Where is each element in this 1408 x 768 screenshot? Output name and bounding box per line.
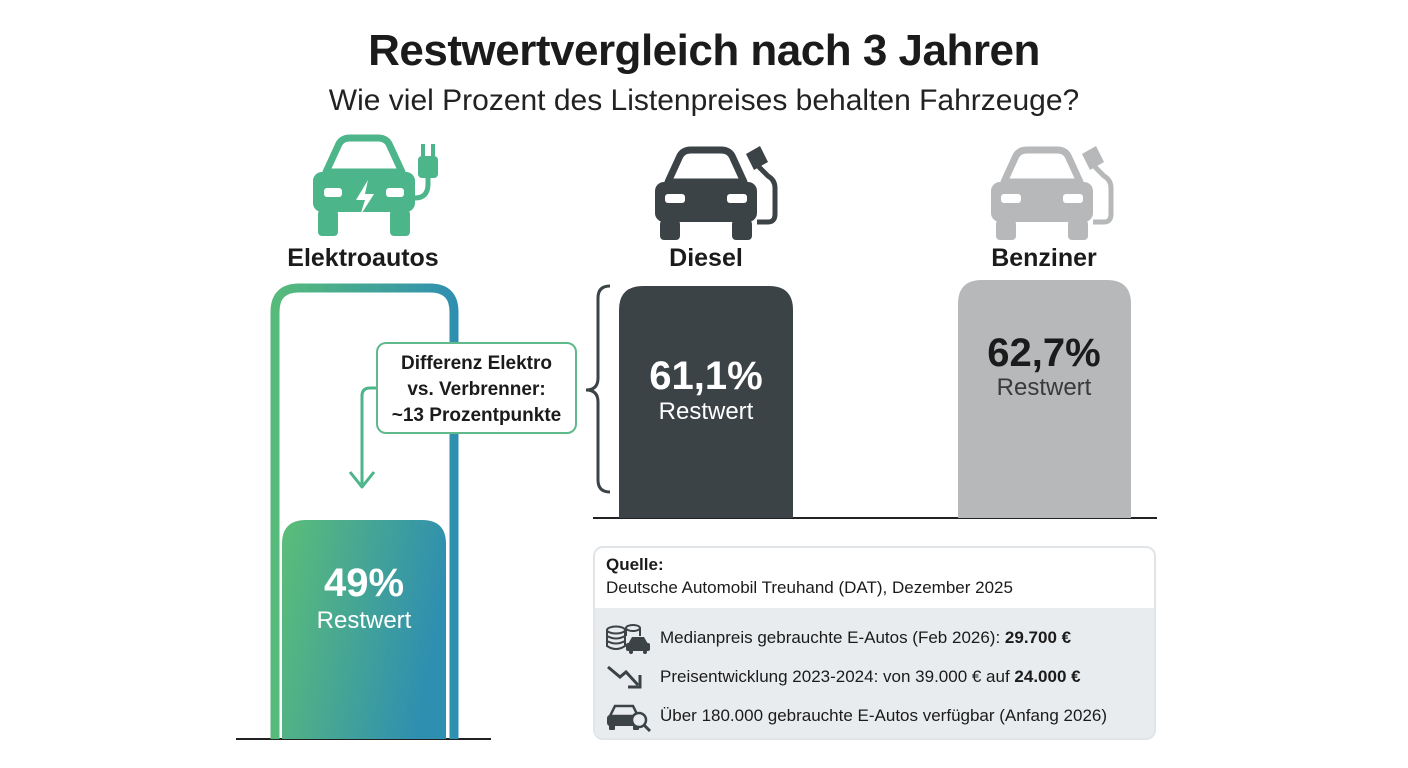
callout-line-1: Differenz Elektro bbox=[401, 353, 552, 374]
source-info-box: Quelle: Deutsche Automobil Treuhand (DAT… bbox=[593, 546, 1156, 740]
bar-diesel bbox=[619, 286, 793, 518]
fact-text: Über 180.000 gebrauchte E-Autos verfügba… bbox=[660, 706, 1108, 725]
car-search-icon bbox=[607, 704, 652, 732]
coins-car-icon bbox=[606, 624, 650, 654]
category-label-elektroautos: Elektroautos bbox=[287, 244, 438, 272]
difference-bracket bbox=[585, 284, 611, 494]
electric-full-price-outline bbox=[270, 283, 459, 739]
chart-subtitle: Wie viel Prozent des Listenpreises behal… bbox=[328, 84, 1080, 117]
category-label-benziner: Benziner bbox=[991, 244, 1097, 272]
source-heading: Quelle: bbox=[606, 555, 664, 574]
value-label-diesel: 61,1% bbox=[649, 354, 762, 398]
fact-text: Preisentwicklung 2023-2024: von 39.000 €… bbox=[660, 667, 1015, 686]
difference-arrow-head bbox=[348, 471, 376, 489]
unit-label-diesel: Restwert bbox=[659, 398, 754, 425]
bar-elektroautos bbox=[282, 519, 446, 739]
bar-benziner bbox=[958, 280, 1131, 518]
fact-item-availability: Über 180.000 gebrauchte E-Autos verfügba… bbox=[595, 698, 1154, 734]
car-fuel-pump-icon bbox=[655, 146, 778, 240]
fact-value: 24.000 € bbox=[1014, 667, 1081, 686]
callout-line-3: ~13 Prozentpunkte bbox=[391, 405, 562, 426]
difference-callout: Differenz Elektro vs. Verbrenner: ~13 Pr… bbox=[376, 342, 577, 434]
unit-label-elektroautos: Restwert bbox=[317, 607, 412, 634]
callout-line-2: vs. Verbrenner: bbox=[407, 379, 546, 400]
category-label-diesel: Diesel bbox=[669, 244, 743, 272]
facts-list: Medianpreis gebrauchte E-Autos (Feb 2026… bbox=[595, 608, 1154, 738]
trend-down-arrow-icon bbox=[607, 665, 642, 689]
fact-item-median-price: Medianpreis gebrauchte E-Autos (Feb 2026… bbox=[595, 620, 1154, 656]
car-fuel-pump-icon bbox=[991, 146, 1114, 240]
unit-label-benziner: Restwert bbox=[997, 374, 1092, 401]
fact-value: 29.700 € bbox=[1004, 628, 1072, 647]
fact-text: Medianpreis gebrauchte E-Autos (Feb 2026… bbox=[660, 628, 1005, 647]
fact-item-price-trend: Preisentwicklung 2023-2024: von 39.000 €… bbox=[595, 659, 1154, 695]
chart-title: Restwertvergleich nach 3 Jahren bbox=[368, 26, 1040, 75]
electric-car-plug-icon bbox=[313, 134, 438, 236]
source-text: Deutsche Automobil Treuhand (DAT), Dezem… bbox=[606, 578, 1013, 597]
value-label-benziner: 62,7% bbox=[987, 331, 1100, 375]
value-label-elektroautos: 49% bbox=[324, 561, 404, 605]
difference-arrow bbox=[360, 386, 376, 484]
